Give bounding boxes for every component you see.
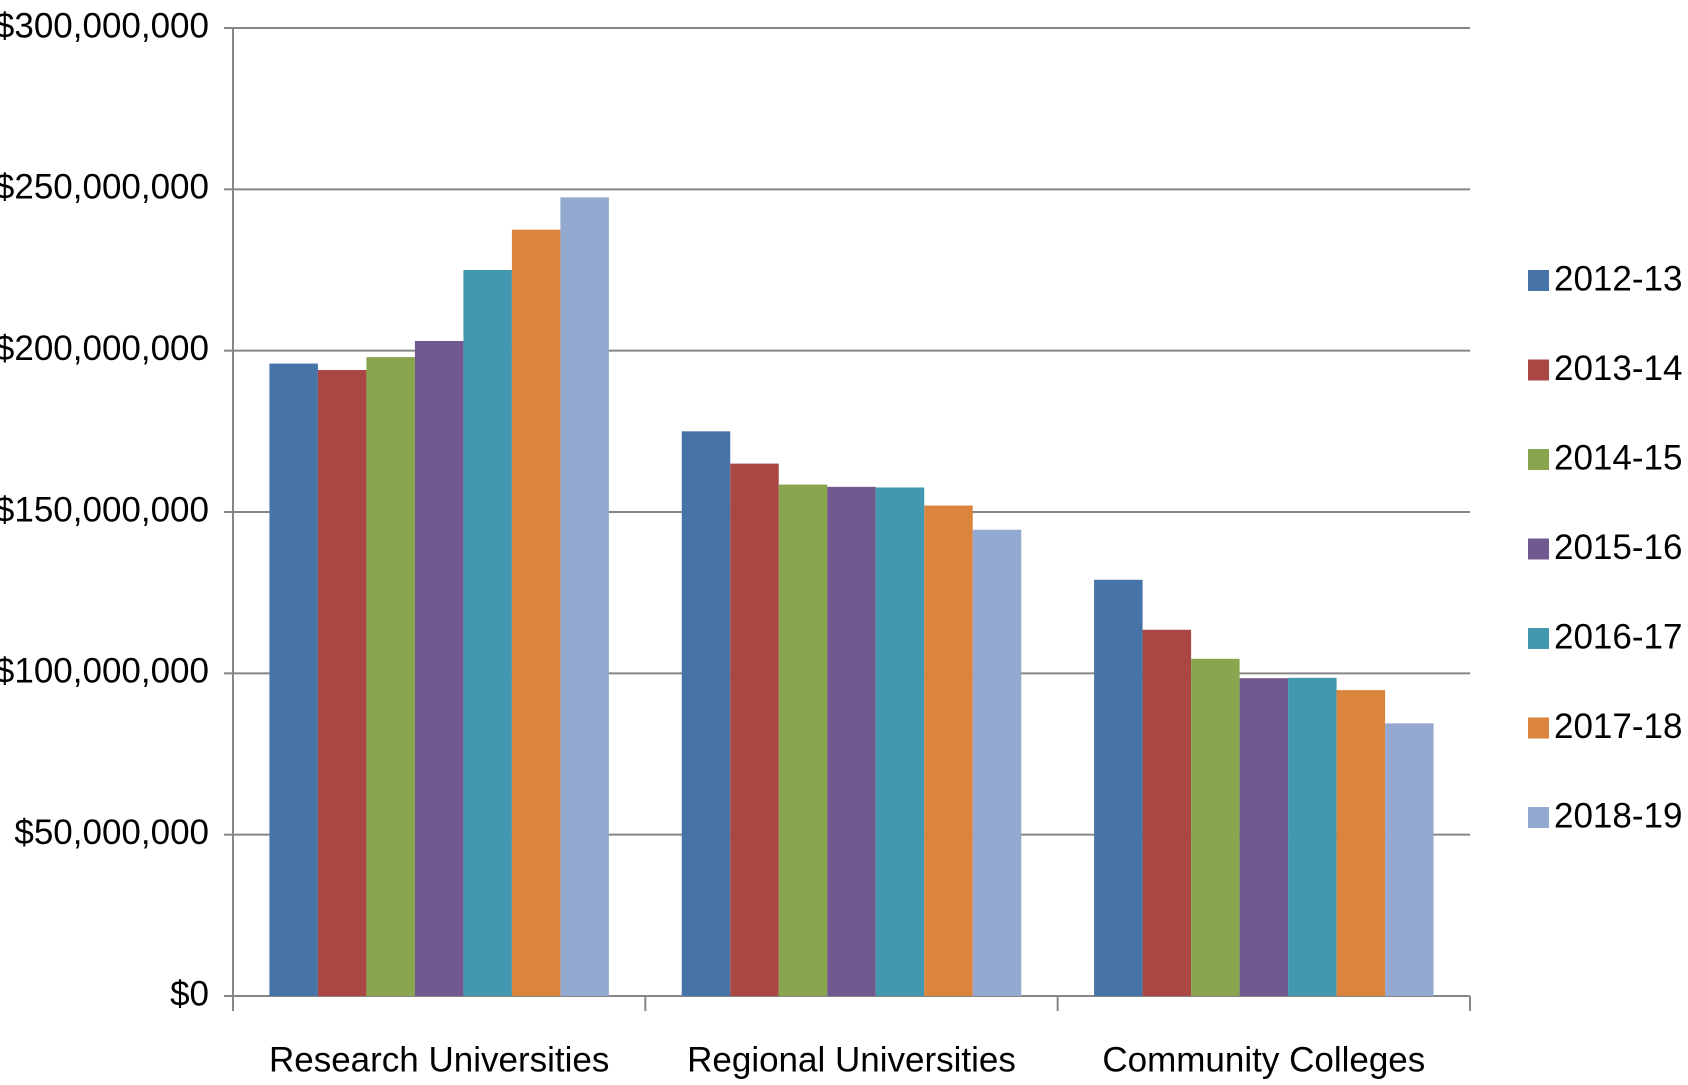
bar-2016-17-2 [1288,677,1337,996]
legend-swatch [1528,628,1549,649]
bar-2013-14-2 [1142,629,1192,996]
legend-swatch [1528,807,1549,828]
bar-2014-15-1 [778,484,828,996]
legend-label: 2015-16 [1554,528,1682,567]
legend-label: 2014-15 [1554,438,1682,477]
bar-2015-16-2 [1239,678,1289,996]
y-tick-label: $50,000,000 [14,813,209,852]
legend-label: 2013-14 [1554,349,1682,388]
bar-2018-19-1 [972,529,1022,996]
legend-swatch [1528,359,1549,381]
y-tick-label: $0 [170,974,209,1013]
bars [269,197,1434,997]
legend-label: 2016-17 [1554,617,1682,656]
bar-2017-18-0 [511,229,561,996]
bar-2017-18-2 [1336,690,1386,996]
bar-2012-13-1 [681,431,731,996]
bar-2018-19-2 [1385,723,1434,996]
bar-2013-14-0 [317,370,367,996]
category-labels: Research Universities Regional Universiti… [269,1040,1425,1079]
y-tick-label: $250,000,000 [0,168,209,207]
legend-swatch [1528,717,1549,739]
y-tick-label: $200,000,000 [0,329,209,368]
legend-label: 2012-13 [1554,259,1682,298]
bar-2012-13-0 [269,363,318,996]
x-category-label: Regional Universities [687,1040,1016,1079]
y-tick-labels: $0 $50,000,000 $100,000,000 $150,000,000 $20… [0,6,209,1013]
legend-label: 2017-18 [1554,707,1682,746]
legend-swatch [1528,538,1549,560]
bar-2013-14-1 [730,463,779,997]
legend-swatch [1528,449,1549,470]
bar-2018-19-0 [560,197,609,996]
bar-2014-15-2 [1191,658,1240,996]
legend-swatch [1528,270,1549,291]
bar-2014-15-0 [366,357,415,996]
bar-2015-16-0 [414,340,464,996]
y-tick-label: $150,000,000 [0,490,209,529]
y-tick-label: $300,000,000 [0,6,209,45]
legend: 2012-13 2013-14 2014-15 2015-16 2016-17 2017-… [1528,259,1682,835]
x-category-label: Research Universities [269,1040,609,1079]
y-tick-label: $100,000,000 [0,652,209,691]
bar-2017-18-1 [924,505,973,996]
bar-2016-17-0 [463,270,512,996]
bar-2012-13-2 [1094,579,1143,996]
x-category-label: Community Colleges [1102,1040,1425,1079]
bar-2016-17-1 [875,487,925,996]
legend-label: 2018-19 [1554,796,1682,835]
bar-2015-16-1 [827,486,876,996]
